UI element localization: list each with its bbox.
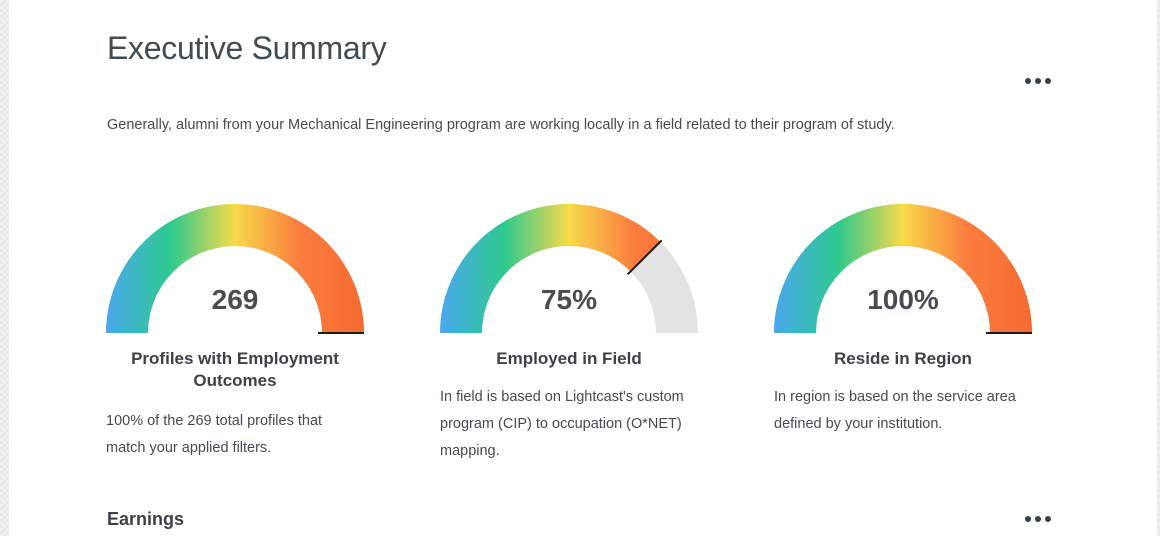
gauge-value: 269 (211, 284, 259, 315)
earnings-heading: Earnings (107, 509, 185, 529)
more-options-button[interactable] (1025, 75, 1051, 87)
gauge-needle (626, 239, 663, 276)
gauge-title: Reside in Region (834, 349, 972, 368)
gauge-fill (774, 204, 1032, 333)
more-options-icon (1035, 516, 1041, 522)
gauge-card-reside-in-region: 100% Reside in Region In region is based… (774, 200, 1032, 438)
gauge-value: 75% (540, 284, 598, 315)
gauge-fill (106, 204, 364, 333)
page-title: Executive Summary (107, 30, 387, 66)
gauge-fill (440, 203, 661, 333)
gauge-chart: 100% (774, 200, 1032, 334)
gauge-description: 100% of the 269 total profiles that matc… (106, 413, 323, 456)
gauge-card-employed-in-field: 75% Employed in Field In field is based … (440, 200, 698, 465)
summary-text: Generally, alumni from your Mechanical E… (107, 117, 895, 133)
gauge-svg (106, 204, 364, 334)
gauge-svg (440, 203, 698, 333)
gauge-chart: 269 (106, 200, 364, 334)
more-options-icon (1025, 78, 1031, 84)
executive-summary-panel: Executive Summary Generally, alumni from… (9, 0, 1157, 536)
gauge-title: Profiles with Employment Outcomes (131, 349, 339, 390)
more-options-icon (1025, 516, 1031, 522)
gauge-title: Employed in Field (496, 349, 642, 368)
more-options-icon (1045, 516, 1051, 522)
more-options-icon (1045, 78, 1051, 84)
gauge-chart: 75% (440, 200, 698, 334)
more-options-icon (1035, 78, 1041, 84)
gauge-svg (774, 204, 1032, 334)
gauge-card-profiles: 269 Profiles with Employment Outcomes 10… (106, 200, 364, 462)
gauge-value: 100% (867, 284, 939, 315)
gauge-description: In region is based on the service area d… (774, 389, 1016, 432)
gauge-description: In field is based on Lightcast's custom … (440, 389, 684, 459)
more-options-button[interactable] (1025, 513, 1051, 525)
